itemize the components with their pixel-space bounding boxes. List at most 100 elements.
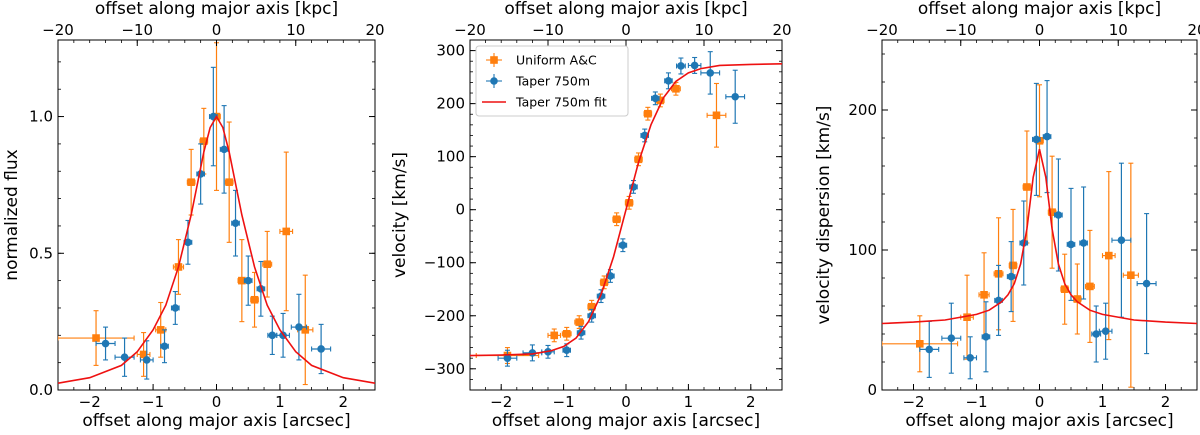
x-tick-label: 0 (1035, 393, 1045, 411)
data-point-circle (268, 331, 277, 340)
top-x-tick-label: 10 (286, 21, 305, 39)
x-tick-label: 0 (212, 393, 222, 411)
data-marks (882, 80, 1197, 388)
data-point-square (200, 137, 208, 145)
data-point-square (1127, 271, 1135, 279)
x-axis-label: offset along major axis [arcsec] (82, 411, 350, 431)
data-point-circle (619, 241, 627, 250)
data-point-circle (1092, 330, 1100, 338)
y-tick-label: 200 (436, 95, 465, 113)
top-x-tick-label: 20 (1187, 21, 1200, 39)
top-x-tick-label: 20 (772, 21, 791, 39)
y-tick-label: 100 (436, 148, 465, 166)
data-point-square (1086, 282, 1094, 291)
data-point-circle (142, 356, 151, 364)
data-point-circle (677, 62, 685, 70)
legend-box (475, 45, 629, 117)
data-point-square (963, 313, 971, 321)
top-x-tick-label: 0 (621, 21, 631, 39)
data-point-square (139, 350, 148, 359)
data-point-circle (317, 345, 325, 353)
x-tick-label: −2 (902, 393, 924, 411)
data-point-square (612, 215, 621, 224)
data-point-square (656, 96, 665, 105)
y-tick-label: 1.0 (29, 108, 53, 126)
y-axis-label: normalized flux (2, 149, 22, 280)
data-point-square (1060, 285, 1069, 293)
data-point-square (644, 109, 652, 118)
x-tick-label: −2 (79, 393, 101, 411)
data-point-square (575, 318, 583, 326)
data-point-square (562, 329, 571, 338)
data-marks (470, 51, 782, 367)
top-x-tick-label: 20 (365, 21, 384, 39)
y-tick-label: −300 (424, 360, 465, 378)
data-point-square (712, 111, 721, 120)
top-x-tick-label: −20 (42, 21, 74, 39)
data-point-circle (120, 353, 129, 361)
data-point-circle (664, 77, 673, 85)
y-tick-label: 0.5 (29, 244, 53, 262)
data-point-circle (925, 345, 934, 354)
data-point-square (92, 334, 100, 342)
data-point-circle (101, 339, 110, 348)
data-point-circle (1007, 272, 1015, 281)
top-x-axis-label: offset along major axis [kpc] (95, 0, 338, 19)
data-point-circle (731, 92, 739, 101)
fit-curve (882, 149, 1197, 325)
data-point-circle (690, 61, 699, 70)
y-tick-label: 0.0 (29, 381, 53, 399)
x-tick-label: −1 (965, 393, 987, 411)
top-x-tick-label: 10 (694, 21, 713, 39)
data-point-circle (1032, 135, 1041, 144)
x-tick-label: 2 (746, 393, 756, 411)
data-point-square (225, 178, 233, 186)
x-tick-label: 1 (1098, 393, 1108, 411)
data-point-circle (160, 342, 169, 351)
data-point-square (1105, 251, 1113, 260)
data-point-circle (295, 323, 303, 331)
data-point-square (156, 326, 165, 334)
data-point-square (980, 291, 988, 299)
x-tick-label: 0 (621, 393, 631, 411)
y-tick-label: −100 (424, 254, 465, 272)
data-point-square (1009, 261, 1017, 270)
y-tick-label: 100 (848, 241, 877, 259)
x-tick-label: 1 (684, 393, 694, 411)
data-point-square (916, 340, 924, 348)
data-point-circle (1054, 211, 1063, 219)
data-marks (58, 42, 375, 386)
x-axis-label: offset along major axis [arcsec] (905, 411, 1173, 431)
data-point-circle (947, 334, 956, 343)
data-point-circle (1067, 240, 1075, 249)
x-tick-label: 2 (1161, 393, 1171, 411)
data-point-circle (706, 69, 715, 77)
legend-label: Uniform A&C (516, 53, 597, 68)
data-point-square (250, 295, 259, 304)
data-point-circle (503, 354, 512, 362)
data-point-circle (982, 333, 990, 341)
top-x-tick-label: −20 (866, 21, 898, 39)
data-point-square (282, 227, 291, 236)
data-point-circle (244, 276, 252, 285)
data-point-circle (171, 304, 180, 312)
data-point-square (238, 276, 246, 285)
data-point-circle (1117, 236, 1126, 244)
legend-marker-circle (490, 77, 498, 85)
data-point-square (1048, 208, 1056, 216)
y-tick-label: 0 (867, 381, 877, 399)
data-point-square (672, 84, 680, 93)
data-point-circle (1079, 239, 1088, 247)
top-x-tick-label: −10 (532, 21, 564, 39)
fit-curve (470, 63, 782, 357)
data-point-square (550, 331, 559, 340)
y-axis-label: velocity dispersion [km/s] (814, 106, 834, 325)
data-point-square (187, 178, 195, 186)
top-x-tick-label: −10 (945, 21, 977, 39)
data-point-circle (231, 219, 240, 228)
y-axis-label: velocity [km/s] (390, 152, 410, 278)
legend: Uniform A&C Taper 750m Taper 750m fit (475, 45, 629, 117)
